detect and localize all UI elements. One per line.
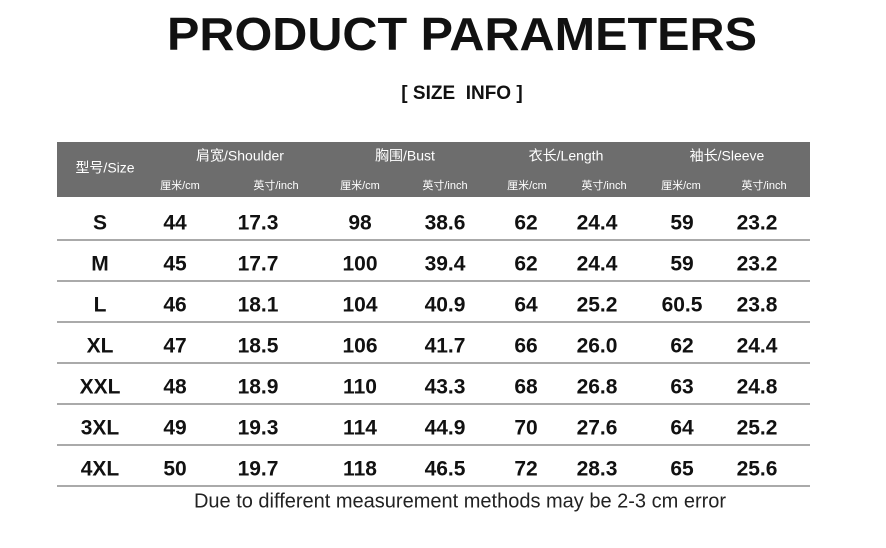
- value-cell: 114: [343, 417, 377, 440]
- value-cell: 43.3: [425, 376, 466, 399]
- value-cell: 26.0: [577, 335, 618, 358]
- unit-header: 英寸/inch: [422, 178, 467, 192]
- value-cell: 49: [163, 417, 186, 440]
- group-header: 胸围/Bust: [375, 148, 435, 164]
- value-cell: 19.3: [238, 417, 279, 440]
- value-cell: 27.6: [577, 417, 618, 440]
- value-cell: 48: [163, 376, 187, 399]
- footer-note: Due to different measurement methods may…: [194, 490, 726, 512]
- value-cell: 100: [342, 253, 377, 276]
- value-cell: 17.7: [238, 253, 279, 276]
- size-cell: XL: [87, 335, 114, 358]
- size-header: 型号/Size: [75, 160, 134, 176]
- value-cell: 24.4: [577, 212, 618, 235]
- value-cell: 68: [514, 376, 538, 399]
- value-cell: 46.5: [425, 458, 466, 481]
- size-cell: 3XL: [81, 417, 120, 440]
- value-cell: 62: [514, 253, 537, 276]
- group-header: 肩宽/Shoulder: [196, 148, 284, 164]
- value-cell: 46: [163, 294, 186, 317]
- value-cell: 40.9: [425, 294, 466, 317]
- value-cell: 104: [342, 294, 377, 317]
- value-cell: 64: [670, 417, 694, 440]
- value-cell: 106: [342, 335, 377, 358]
- value-cell: 26.8: [577, 376, 618, 399]
- value-cell: 59: [670, 212, 693, 235]
- value-cell: 44: [163, 212, 187, 235]
- value-cell: 63: [670, 376, 693, 399]
- group-header: 袖长/Sleeve: [690, 148, 765, 164]
- size-cell: XXL: [80, 376, 121, 399]
- value-cell: 18.5: [238, 335, 279, 358]
- value-cell: 45: [163, 253, 187, 276]
- value-cell: 19.7: [238, 458, 279, 481]
- value-cell: 23.2: [737, 253, 778, 276]
- value-cell: 18.1: [238, 294, 279, 317]
- value-cell: 23.8: [737, 294, 778, 317]
- unit-header: 英寸/inch: [253, 178, 298, 192]
- value-cell: 64: [514, 294, 538, 317]
- value-cell: 25.2: [577, 294, 618, 317]
- unit-header: 厘米/cm: [507, 179, 547, 192]
- value-cell: 28.3: [577, 458, 618, 481]
- value-cell: 110: [343, 376, 377, 399]
- value-cell: 17.3: [238, 212, 279, 235]
- value-cell: 59: [670, 253, 693, 276]
- value-cell: 41.7: [425, 335, 466, 358]
- size-cell: L: [94, 294, 107, 317]
- size-cell: S: [93, 212, 107, 235]
- size-cell: 4XL: [81, 458, 120, 481]
- value-cell: 44.9: [425, 417, 466, 440]
- value-cell: 70: [514, 417, 537, 440]
- value-cell: 24.4: [577, 253, 618, 276]
- value-cell: 25.2: [737, 417, 778, 440]
- value-cell: 39.4: [425, 253, 466, 276]
- value-cell: 62: [670, 335, 693, 358]
- value-cell: 24.4: [737, 335, 778, 358]
- value-cell: 72: [514, 458, 537, 481]
- unit-header: 厘米/cm: [340, 179, 380, 192]
- value-cell: 38.6: [425, 212, 466, 235]
- value-cell: 23.2: [737, 212, 778, 235]
- value-cell: 25.6: [737, 458, 778, 481]
- unit-header: 英寸/inch: [741, 178, 786, 192]
- group-header: 衣长/Length: [529, 148, 604, 164]
- value-cell: 98: [348, 212, 372, 235]
- value-cell: 47: [163, 335, 186, 358]
- value-cell: 66: [514, 335, 537, 358]
- unit-header: 厘米/cm: [160, 179, 200, 192]
- value-cell: 24.8: [737, 376, 778, 399]
- header-band: [57, 142, 810, 197]
- value-cell: 62: [514, 212, 537, 235]
- value-cell: 50: [163, 458, 186, 481]
- value-cell: 65: [670, 458, 694, 481]
- unit-header: 厘米/cm: [661, 179, 701, 192]
- value-cell: 60.5: [662, 294, 703, 317]
- title: PRODUCT PARAMETERS: [167, 8, 757, 60]
- value-cell: 118: [343, 458, 377, 481]
- subtitle: [ SIZE INFO ]: [401, 83, 522, 104]
- value-cell: 18.9: [238, 376, 279, 399]
- size-cell: M: [91, 253, 109, 276]
- unit-header: 英寸/inch: [581, 178, 626, 192]
